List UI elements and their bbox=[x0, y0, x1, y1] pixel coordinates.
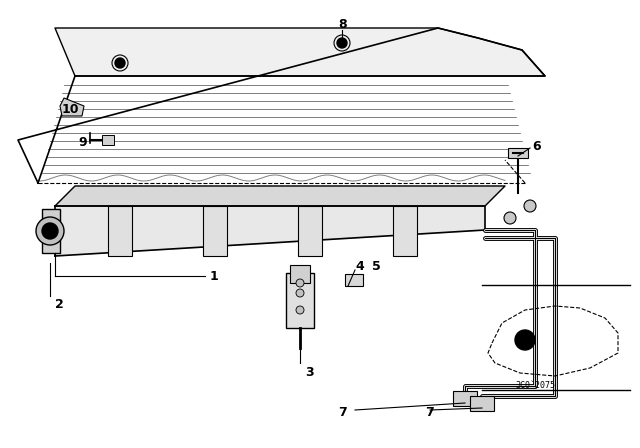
Bar bbox=[203, 206, 227, 256]
Polygon shape bbox=[55, 186, 505, 206]
Text: 2: 2 bbox=[55, 298, 64, 311]
Circle shape bbox=[36, 217, 64, 245]
Text: 7: 7 bbox=[338, 406, 347, 419]
Bar bbox=[102, 135, 114, 145]
Circle shape bbox=[515, 330, 535, 350]
Circle shape bbox=[296, 279, 304, 287]
Polygon shape bbox=[55, 206, 485, 256]
Bar bbox=[508, 148, 528, 158]
Text: 3C0`2075: 3C0`2075 bbox=[515, 381, 555, 390]
Bar bbox=[298, 206, 322, 256]
Circle shape bbox=[42, 223, 58, 239]
Text: 10: 10 bbox=[62, 103, 79, 116]
Bar bbox=[393, 206, 417, 256]
Text: 6: 6 bbox=[532, 140, 541, 153]
Text: 5: 5 bbox=[372, 260, 381, 273]
Bar bbox=[470, 396, 494, 411]
Polygon shape bbox=[18, 28, 545, 183]
Polygon shape bbox=[55, 28, 545, 76]
Text: 4: 4 bbox=[355, 260, 364, 273]
Text: 1: 1 bbox=[210, 270, 219, 283]
Text: 7: 7 bbox=[425, 406, 434, 419]
Text: 9: 9 bbox=[78, 136, 86, 149]
Circle shape bbox=[504, 212, 516, 224]
Circle shape bbox=[296, 306, 304, 314]
Bar bbox=[286, 273, 314, 328]
Circle shape bbox=[296, 289, 304, 297]
Bar bbox=[290, 265, 310, 283]
Text: 8: 8 bbox=[338, 18, 347, 31]
Bar bbox=[453, 391, 477, 406]
Bar bbox=[345, 274, 363, 286]
Text: 3: 3 bbox=[305, 366, 314, 379]
Circle shape bbox=[115, 58, 125, 68]
Bar bbox=[42, 209, 60, 253]
Polygon shape bbox=[60, 98, 84, 116]
Bar bbox=[108, 206, 132, 256]
Circle shape bbox=[337, 38, 347, 48]
Circle shape bbox=[524, 200, 536, 212]
